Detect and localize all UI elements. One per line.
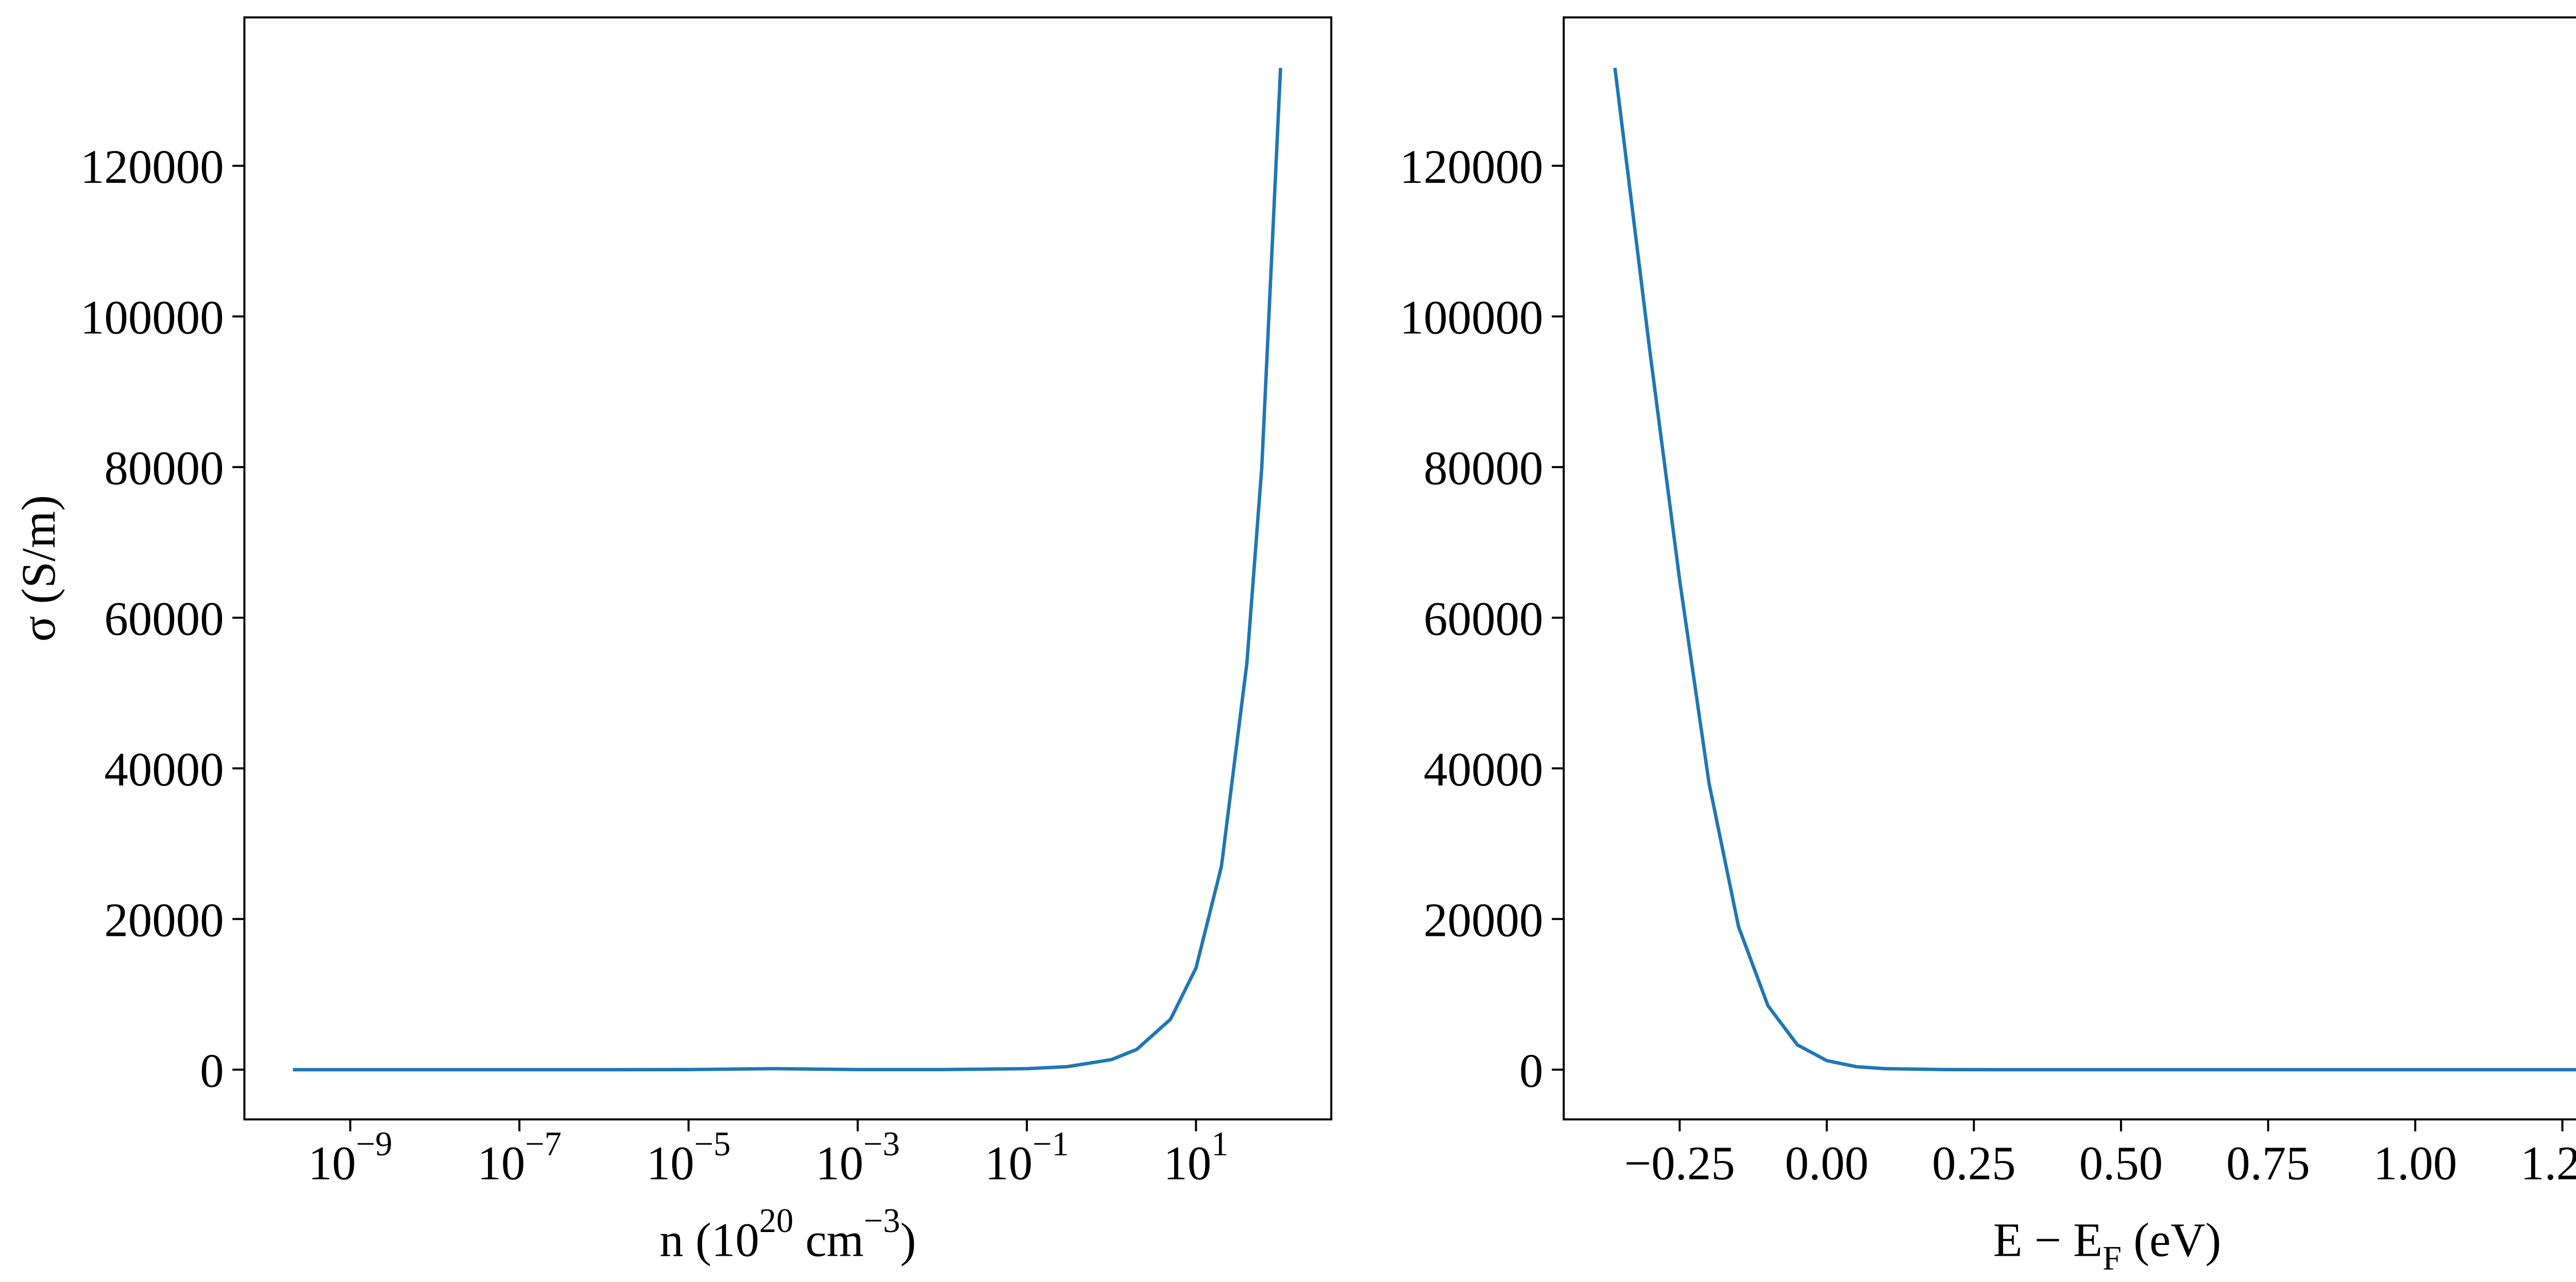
- x-tick-base: 10: [647, 1137, 694, 1190]
- x-tick-label: 10−5: [647, 1125, 731, 1190]
- x-label-text: cm: [793, 1214, 864, 1267]
- x-tick-base: 10: [985, 1137, 1032, 1190]
- y-tick-label: 0: [1519, 1045, 1543, 1098]
- y-tick-label: 20000: [104, 894, 224, 947]
- x-tick-label: 0.50: [2079, 1137, 2163, 1190]
- x-tick-base: 10: [816, 1137, 863, 1190]
- y-tick-label: 40000: [104, 743, 224, 796]
- x-tick-base: 0.00: [1785, 1137, 1869, 1190]
- x-label-text: E − E: [1993, 1214, 2103, 1267]
- x-tick-label: 1.25: [2520, 1137, 2576, 1190]
- x-tick-label: 0.00: [1785, 1137, 1869, 1190]
- axes-frame: [1563, 16, 2576, 1121]
- x-label-script: 20: [759, 1202, 793, 1240]
- x-tick-base: 0.25: [1932, 1137, 2016, 1190]
- x-tick-label: 0.25: [1932, 1137, 2016, 1190]
- y-tick-label: 120000: [1400, 141, 1544, 194]
- y-tick-label: 100000: [1400, 292, 1544, 345]
- y-tick-label: 100000: [80, 292, 224, 345]
- x-tick-exponent: −3: [863, 1125, 900, 1163]
- x-tick-exponent: 1: [1211, 1125, 1228, 1163]
- data-line: [293, 67, 1282, 1072]
- y-tick-label: 120000: [80, 141, 224, 194]
- x-label-text: n (10: [659, 1214, 759, 1267]
- x-tick-label: 101: [1163, 1125, 1228, 1190]
- y-tick-label: 80000: [1423, 442, 1543, 495]
- y-tick-label: 60000: [104, 592, 224, 645]
- x-label-script: F: [2103, 1240, 2122, 1277]
- axes-frame: [243, 16, 1333, 1121]
- x-tick-label: 10−9: [308, 1125, 392, 1190]
- x-tick-base: −0.25: [1624, 1137, 1735, 1190]
- x-tick-base: 10: [308, 1137, 356, 1190]
- x-tick-exponent: −5: [694, 1125, 731, 1163]
- x-tick-base: 10: [1163, 1137, 1211, 1190]
- y-tick-label: 20000: [1423, 894, 1543, 947]
- x-label-text: (eV): [2122, 1214, 2221, 1267]
- x-tick-label: 1.00: [2374, 1137, 2458, 1190]
- x-tick-label: −0.25: [1624, 1137, 1735, 1190]
- y-tick-label: 80000: [104, 442, 224, 495]
- x-tick-label: 10−3: [816, 1125, 900, 1190]
- x-tick-label: 10−1: [985, 1125, 1069, 1190]
- y-tick-label: 60000: [1423, 592, 1543, 645]
- x-tick-label: 10−7: [477, 1125, 561, 1190]
- data-line: [1613, 67, 2576, 1072]
- y-axis-label: σ (S/m): [12, 495, 65, 642]
- x-tick-exponent: −1: [1032, 1125, 1069, 1163]
- x-axis-label: E − EF (eV): [1993, 1214, 2221, 1278]
- y-tick-label: 0: [200, 1045, 224, 1098]
- x-tick-exponent: −9: [356, 1125, 393, 1163]
- x-tick-base: 1.00: [2374, 1137, 2458, 1190]
- x-tick-base: 10: [477, 1137, 525, 1190]
- x-label-text: ): [900, 1214, 916, 1267]
- x-tick-label: 0.75: [2226, 1137, 2310, 1190]
- x-tick-base: 0.50: [2079, 1137, 2163, 1190]
- x-axis-label: n (1020 cm−3): [659, 1202, 916, 1267]
- x-tick-base: 0.75: [2226, 1137, 2310, 1190]
- x-tick-exponent: −7: [525, 1125, 562, 1163]
- x-tick-base: 1.25: [2520, 1137, 2576, 1190]
- x-label-script: −3: [864, 1202, 901, 1240]
- y-tick-label: 40000: [1423, 743, 1543, 796]
